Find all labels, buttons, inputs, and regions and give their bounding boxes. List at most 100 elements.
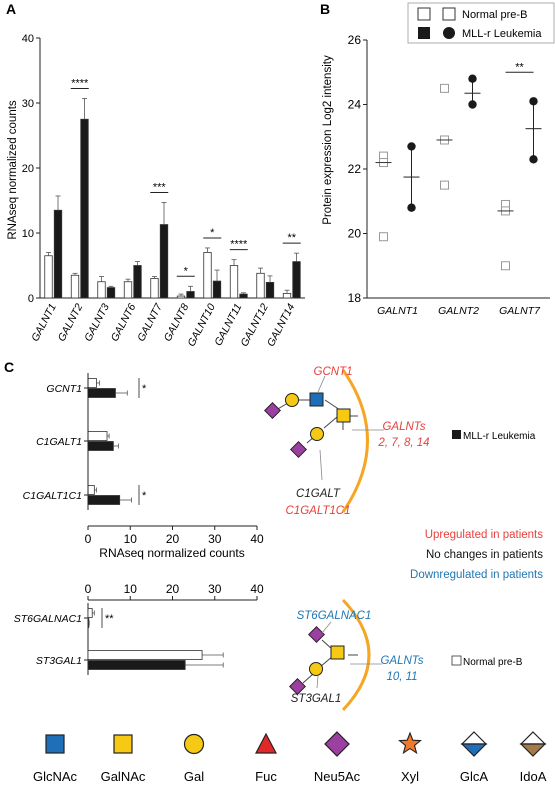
a-ytick-label: 20 (22, 163, 34, 175)
galnac-icon (330, 645, 345, 660)
glcnac-icon (309, 392, 324, 407)
panel-label-a: A (6, 1, 16, 17)
panel-c-legend-leukemia: MLL-r Leukemia (452, 430, 536, 442)
idoa-icon-brown (519, 743, 547, 757)
b-xtick-label: GALNT1 (377, 305, 418, 317)
glycan-legend: GlcNAc GalNAc Gal Fuc Neu5Ac Xyl GlcA Id… (33, 731, 547, 784)
a-sig-label: ** (287, 232, 296, 244)
b-ytick-label: 26 (348, 33, 362, 47)
c-ytick-label: GCNT1 (46, 383, 82, 395)
a-sig-label: *** (153, 181, 167, 193)
a-xtick-label: GALNT6 (109, 302, 139, 344)
galnac-icon (336, 408, 351, 423)
legend-idoa: IdoA (520, 769, 547, 784)
c-ytick-label: C1GALT1C1 (23, 490, 82, 502)
a-bar-mll-r-leukemia-galnt6 (133, 265, 142, 299)
c-bar-mll-r-leukemia-c1galt1c1 (87, 495, 121, 505)
b-point-normal-galnt7 (501, 261, 510, 271)
a-bar-mll-r-leukemia-galnt7 (159, 224, 169, 299)
b-point-leukemia-galnt7 (529, 155, 538, 164)
panel-b-legend: Normal pre-B MLL-r Leukemia (407, 2, 555, 44)
legend-neu5ac: Neu5Ac (314, 769, 361, 784)
c-xtick-label: 20 (166, 582, 180, 596)
a-bar-normal-pre-b-galnt3 (97, 281, 106, 299)
a-bar-mll-r-leukemia-galnt2 (80, 118, 89, 299)
a-ytick-label: 40 (22, 33, 34, 45)
idoa-icon-white (519, 731, 547, 745)
legend-glcnac: GlcNAc (33, 769, 78, 784)
c-bar-mll-r-leukemia-st3gal1 (87, 660, 186, 670)
panel-c-top-chart: * * 0 10 20 30 40 GCNT1 C1GALT1 C1GALT1C1 RNAseq… (23, 373, 264, 560)
enzyme-galnts-bottom-numbers: 10, 11 (386, 671, 417, 683)
gal-icon (309, 662, 323, 676)
c-bar-normal-pre-b-st6galnac1 (87, 608, 93, 618)
membrane-bottom (341, 598, 371, 712)
c-bar-mll-r-leukemia-c1galt1 (87, 441, 114, 451)
c-bar-normal-pre-b-gcnt1 (87, 378, 97, 388)
a-sig-label: * (210, 227, 215, 239)
a-bar-normal-pre-b-galnt11 (229, 265, 239, 299)
gal-icon (183, 733, 205, 755)
a-xtick-label: GALNT3 (82, 302, 112, 344)
legend-normal-square-2 (442, 7, 456, 21)
panel-c-legend-normal: Normal pre-B (451, 655, 523, 668)
b-point-leukemia-galnt7 (529, 97, 538, 106)
a-bar-mll-r-leukemia-galnt14 (292, 261, 301, 299)
neu5ac-icon (290, 441, 307, 458)
a-bar-normal-pre-b-galnt7 (150, 278, 159, 299)
key-nochange: No changes in patients (426, 549, 543, 561)
c-bar-normal-pre-b-st3gal1 (87, 650, 203, 660)
glca-icon-blue (460, 743, 488, 757)
a-bar-mll-r-leukemia-galnt3 (106, 287, 116, 299)
panel-c-bottom-chart: 0 10 20 30 40 ST6GALNAC1 ST3GAL1 ** (14, 582, 264, 675)
a-bar-normal-pre-b-galnt2 (70, 274, 80, 299)
galnac-icon (113, 734, 133, 754)
enzyme-gcnt1: GCNT1 (314, 366, 353, 378)
b-sig-label: ** (515, 61, 524, 73)
enzyme-c1galt: C1GALT (296, 488, 341, 500)
legend-glca: GlcA (460, 769, 489, 784)
xyl-icon (398, 731, 422, 755)
legend-leukemia-label: MLL-r Leukemia (462, 28, 542, 40)
a-bar-mll-r-leukemia-galnt11 (239, 293, 248, 299)
membrane-top (341, 369, 369, 513)
c-sig-label: ** (105, 613, 114, 625)
panel-a-ylabel: RNAseq normalized counts (7, 100, 19, 240)
key-upregulated: Upregulated in patients (425, 529, 544, 541)
glca-icon-white (460, 731, 488, 745)
c-bar-normal-pre-b-c1galt1c1 (87, 485, 95, 495)
neu5ac-icon (289, 678, 306, 695)
a-bar-normal-pre-b-galnt6 (123, 281, 133, 299)
b-ytick-label: 20 (348, 227, 362, 241)
legend-normal-label: Normal pre-B (462, 9, 527, 21)
a-bar-mll-r-leukemia-galnt10 (212, 280, 222, 299)
panel-c-legend-leukemia-label: MLL-r Leukemia (463, 431, 536, 442)
panel-label-c: C (4, 359, 14, 375)
c-bar-mll-r-leukemia-st6galnac1 (87, 618, 90, 628)
c-ytick-label: ST3GAL1 (36, 655, 82, 667)
b-point-normal-galnt2 (440, 83, 449, 93)
glycan-diagram-bottom: ST6GALNAC1 GALNTs 10, 11 ST3GAL1 (289, 598, 424, 712)
legend-xyl: Xyl (401, 769, 419, 784)
b-point-normal-galnt1 (379, 232, 388, 242)
enzyme-c1galt1c1: C1GALT1C1 (286, 505, 351, 517)
panel-b-chart: Protein expression Log2 intensity 18 20 22… (322, 2, 555, 317)
glycan-diagram-top: GCNT1 GALNTs 2, 7, 8, 14 C1GALT C1GALT1C… (264, 366, 430, 517)
c-xtick-label: 20 (166, 532, 180, 546)
b-point-leukemia-galnt2 (468, 100, 477, 109)
b-xtick-label: GALNT2 (438, 305, 479, 317)
b-point-leukemia-galnt1 (407, 203, 416, 212)
b-ytick-label: 22 (348, 162, 362, 176)
enzyme-st6galnac1: ST6GALNAC1 (297, 610, 372, 622)
a-sig-label: **** (71, 77, 89, 89)
panel-label-b: B (320, 1, 330, 17)
neu5ac-icon (308, 626, 325, 643)
enzyme-st3gal1: ST3GAL1 (291, 693, 342, 705)
a-xtick-label: GALNT7 (135, 301, 165, 344)
a-sig-label: * (184, 265, 189, 277)
enzyme-galnts-top: GALNTs (382, 421, 425, 433)
legend-galnac: GalNAc (101, 769, 146, 784)
c-xtick-label: 0 (85, 582, 92, 596)
b-ytick-label: 24 (348, 98, 362, 112)
